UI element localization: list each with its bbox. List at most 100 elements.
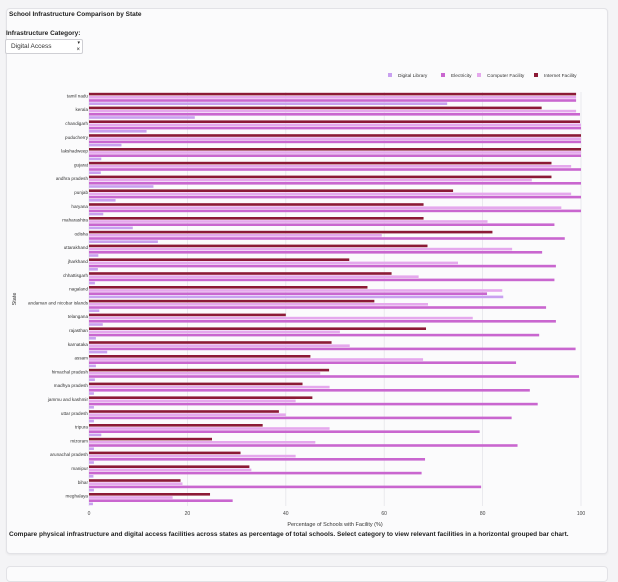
legend-swatch — [534, 73, 538, 77]
bar — [89, 458, 426, 461]
y-tick-label: bihar — [78, 480, 89, 485]
bar — [89, 468, 252, 472]
bar — [89, 364, 96, 368]
bar — [89, 358, 424, 361]
y-axis-label: State — [12, 293, 18, 306]
bar — [89, 182, 581, 185]
bar — [89, 286, 368, 289]
bar — [89, 451, 241, 455]
bar — [89, 350, 108, 354]
x-tick-label: 20 — [185, 511, 191, 517]
bar — [89, 175, 552, 179]
bar — [89, 168, 581, 171]
bar — [89, 465, 250, 468]
x-tick-label: 0 — [88, 511, 91, 517]
y-tick-label: maharashtra — [62, 218, 88, 223]
y-tick-label: puducherry — [65, 135, 89, 140]
card-title: School Infrastructure Comparison by Stat… — [9, 11, 142, 18]
bar — [89, 316, 473, 320]
bar — [89, 444, 518, 447]
bar — [89, 126, 581, 130]
legend-label: Digital Library — [398, 73, 428, 79]
bar — [89, 323, 103, 326]
bar — [89, 123, 581, 127]
y-tick-label: gujarat — [74, 162, 89, 167]
category-select[interactable]: Digital Access ▾ × — [5, 39, 83, 54]
bar — [89, 382, 303, 386]
bar — [89, 430, 480, 433]
bar — [89, 479, 181, 482]
y-tick-label: meghalaya — [66, 494, 89, 499]
bar — [89, 137, 581, 140]
bar — [89, 154, 581, 157]
bar — [89, 389, 530, 392]
bar — [89, 410, 279, 413]
bar — [89, 223, 555, 226]
bar — [89, 272, 392, 275]
bar — [89, 427, 330, 430]
bar — [89, 416, 512, 420]
bar — [89, 251, 543, 254]
bar — [89, 165, 572, 168]
bar — [89, 341, 332, 344]
bar — [89, 292, 488, 295]
chevron-down-icon[interactable]: ▾ — [77, 40, 80, 46]
bar — [89, 247, 513, 251]
bar — [89, 392, 94, 395]
bar — [89, 102, 448, 105]
bar — [89, 396, 313, 399]
bar — [89, 475, 94, 478]
bar — [89, 471, 422, 475]
category-filter-label: Infrastructure Category: — [6, 30, 81, 37]
bar — [89, 134, 581, 137]
bar — [89, 212, 104, 216]
legend-swatch — [477, 73, 481, 77]
bar — [89, 171, 101, 174]
x-tick-label: 100 — [577, 511, 586, 517]
bar — [89, 120, 581, 123]
bar — [89, 313, 286, 317]
y-tick-label: tamil nadu — [67, 93, 89, 98]
bar — [89, 264, 556, 268]
x-tick-label: 60 — [381, 511, 387, 517]
clear-icon[interactable]: × — [76, 47, 80, 53]
bar — [89, 327, 427, 330]
bar — [89, 461, 94, 464]
bar — [89, 355, 311, 358]
y-tick-label: nagaland — [69, 287, 88, 292]
bar — [89, 406, 94, 409]
bar — [89, 309, 100, 312]
bar — [89, 151, 581, 154]
bar — [89, 258, 350, 261]
bar — [89, 92, 577, 96]
legend-label: Electricity — [451, 73, 472, 79]
bar — [89, 275, 419, 278]
x-tick-label: 40 — [283, 511, 289, 517]
bar — [89, 254, 99, 257]
bar — [89, 240, 158, 243]
bar — [89, 413, 286, 416]
bar — [89, 199, 116, 202]
y-tick-label: chhattisgarh — [63, 273, 88, 278]
bar — [89, 441, 316, 444]
x-tick-label: 80 — [480, 511, 486, 517]
bar — [89, 347, 576, 351]
bar — [89, 419, 94, 423]
y-tick-label: rajasthan — [69, 328, 88, 333]
y-tick-label: andaman and nicobar islands — [28, 300, 89, 305]
y-tick-label: madhya pradesh — [54, 383, 89, 388]
bar — [89, 268, 98, 271]
bar — [89, 230, 493, 234]
y-tick-label: lakshadweep — [61, 149, 88, 154]
bar — [89, 361, 517, 364]
bar — [89, 226, 133, 230]
bar — [89, 299, 375, 303]
bar — [89, 488, 94, 492]
y-tick-label: telangana — [68, 314, 89, 319]
bar — [89, 278, 555, 282]
bar — [89, 306, 547, 309]
y-tick-label: jammu and kashmir — [47, 397, 89, 402]
bar — [89, 206, 562, 209]
bar — [89, 372, 321, 375]
bar — [89, 281, 95, 285]
